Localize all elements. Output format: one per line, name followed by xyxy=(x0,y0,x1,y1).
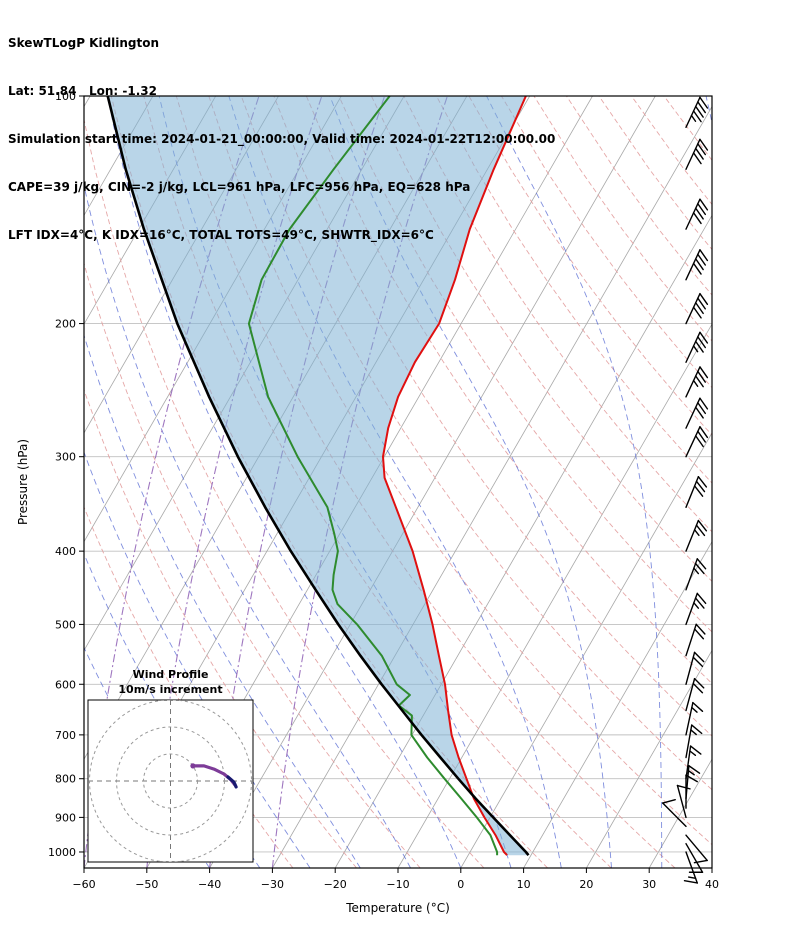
svg-text:30: 30 xyxy=(642,878,656,891)
x-axis: −60 −50 −40 −30 −20 −10 0 10 20 30 40 xyxy=(72,868,719,891)
svg-text:10: 10 xyxy=(517,878,531,891)
hodograph-ring xyxy=(116,726,225,836)
svg-text:−60: −60 xyxy=(72,878,95,891)
hodograph-title: Wind Profile xyxy=(133,668,209,681)
svg-text:800: 800 xyxy=(55,773,76,786)
chart-indices-line2: LFT IDX=4°C, K IDX=16°C, TOTAL TOTS=49°C… xyxy=(8,228,434,242)
svg-text:−20: −20 xyxy=(324,878,347,891)
hodograph-ring xyxy=(89,700,252,862)
y-axis-title: Pressure (hPa) xyxy=(16,439,30,525)
svg-text:900: 900 xyxy=(55,811,76,824)
svg-text:400: 400 xyxy=(55,545,76,558)
hodograph-trace-start xyxy=(190,763,196,769)
chart-times: Simulation start time: 2024-01-21_00:00:… xyxy=(8,132,556,146)
temperature-curve xyxy=(382,96,527,856)
svg-text:20: 20 xyxy=(579,878,593,891)
svg-text:40: 40 xyxy=(705,878,719,891)
chart-indices-line1: CAPE=39 j/kg, CIN=-2 j/kg, LCL=961 hPa, … xyxy=(8,180,471,194)
x-axis-title: Temperature (°C) xyxy=(345,901,450,915)
wind-barbs xyxy=(661,96,709,884)
cape-shading xyxy=(107,96,529,856)
hodograph-inset: Wind Profile 10m/s increment xyxy=(87,668,254,863)
svg-text:300: 300 xyxy=(55,451,76,464)
hodograph-subtitle: 10m/s increment xyxy=(118,683,222,696)
svg-text:1000: 1000 xyxy=(48,846,76,859)
dewpoint-curve xyxy=(247,96,499,856)
svg-text:200: 200 xyxy=(55,318,76,331)
chart-latlon: Lat: 51.84 Lon: -1.32 xyxy=(8,84,157,98)
parcel-curve xyxy=(106,96,530,857)
hodograph-ring xyxy=(143,753,198,809)
plot-background xyxy=(84,96,712,868)
svg-text:−40: −40 xyxy=(198,878,221,891)
y-axis: 100 200 300 400 500 600 700 800 900 1000 xyxy=(48,90,84,859)
svg-text:−10: −10 xyxy=(386,878,409,891)
svg-text:−30: −30 xyxy=(261,878,284,891)
svg-text:100: 100 xyxy=(55,90,76,103)
svg-text:500: 500 xyxy=(55,618,76,631)
svg-text:0: 0 xyxy=(457,878,464,891)
svg-text:600: 600 xyxy=(55,678,76,691)
hodograph-trace-low xyxy=(226,775,238,789)
chart-header: SkewTLogP Kidlington Lat: 51.84 Lon: -1.… xyxy=(8,3,555,275)
chart-title: SkewTLogP Kidlington xyxy=(8,36,160,50)
svg-text:−50: −50 xyxy=(135,878,158,891)
svg-text:700: 700 xyxy=(55,729,76,742)
